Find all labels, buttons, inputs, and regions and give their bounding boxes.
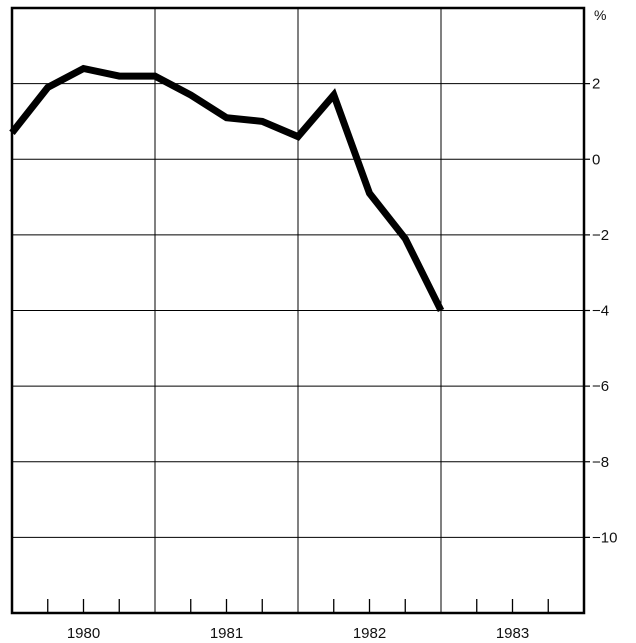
tick-layer xyxy=(47,83,590,613)
y-tick-label: 2 xyxy=(592,76,600,93)
plot-frame xyxy=(10,6,586,615)
y-tick-label: 0 xyxy=(592,151,600,168)
x-tick-label: 1981 xyxy=(210,625,243,642)
x-tick-label: 1983 xyxy=(496,625,529,642)
y-unit-label: % xyxy=(594,7,606,23)
grid-layer xyxy=(12,7,584,613)
x-tick-label: 1982 xyxy=(353,625,386,642)
series-layer xyxy=(9,64,445,313)
series-line xyxy=(9,64,445,313)
x-tick-label: 1980 xyxy=(67,625,100,642)
y-tick-label: −6 xyxy=(592,378,609,395)
y-tick-label: −10 xyxy=(592,529,617,546)
label-layer: % 2 0 −2 −4 −6 −8 −10 1980 1981 1982 1983 xyxy=(67,7,618,642)
y-tick-label: −2 xyxy=(592,227,609,244)
y-tick-label: −4 xyxy=(592,303,609,320)
y-tick-label: −8 xyxy=(592,454,609,471)
